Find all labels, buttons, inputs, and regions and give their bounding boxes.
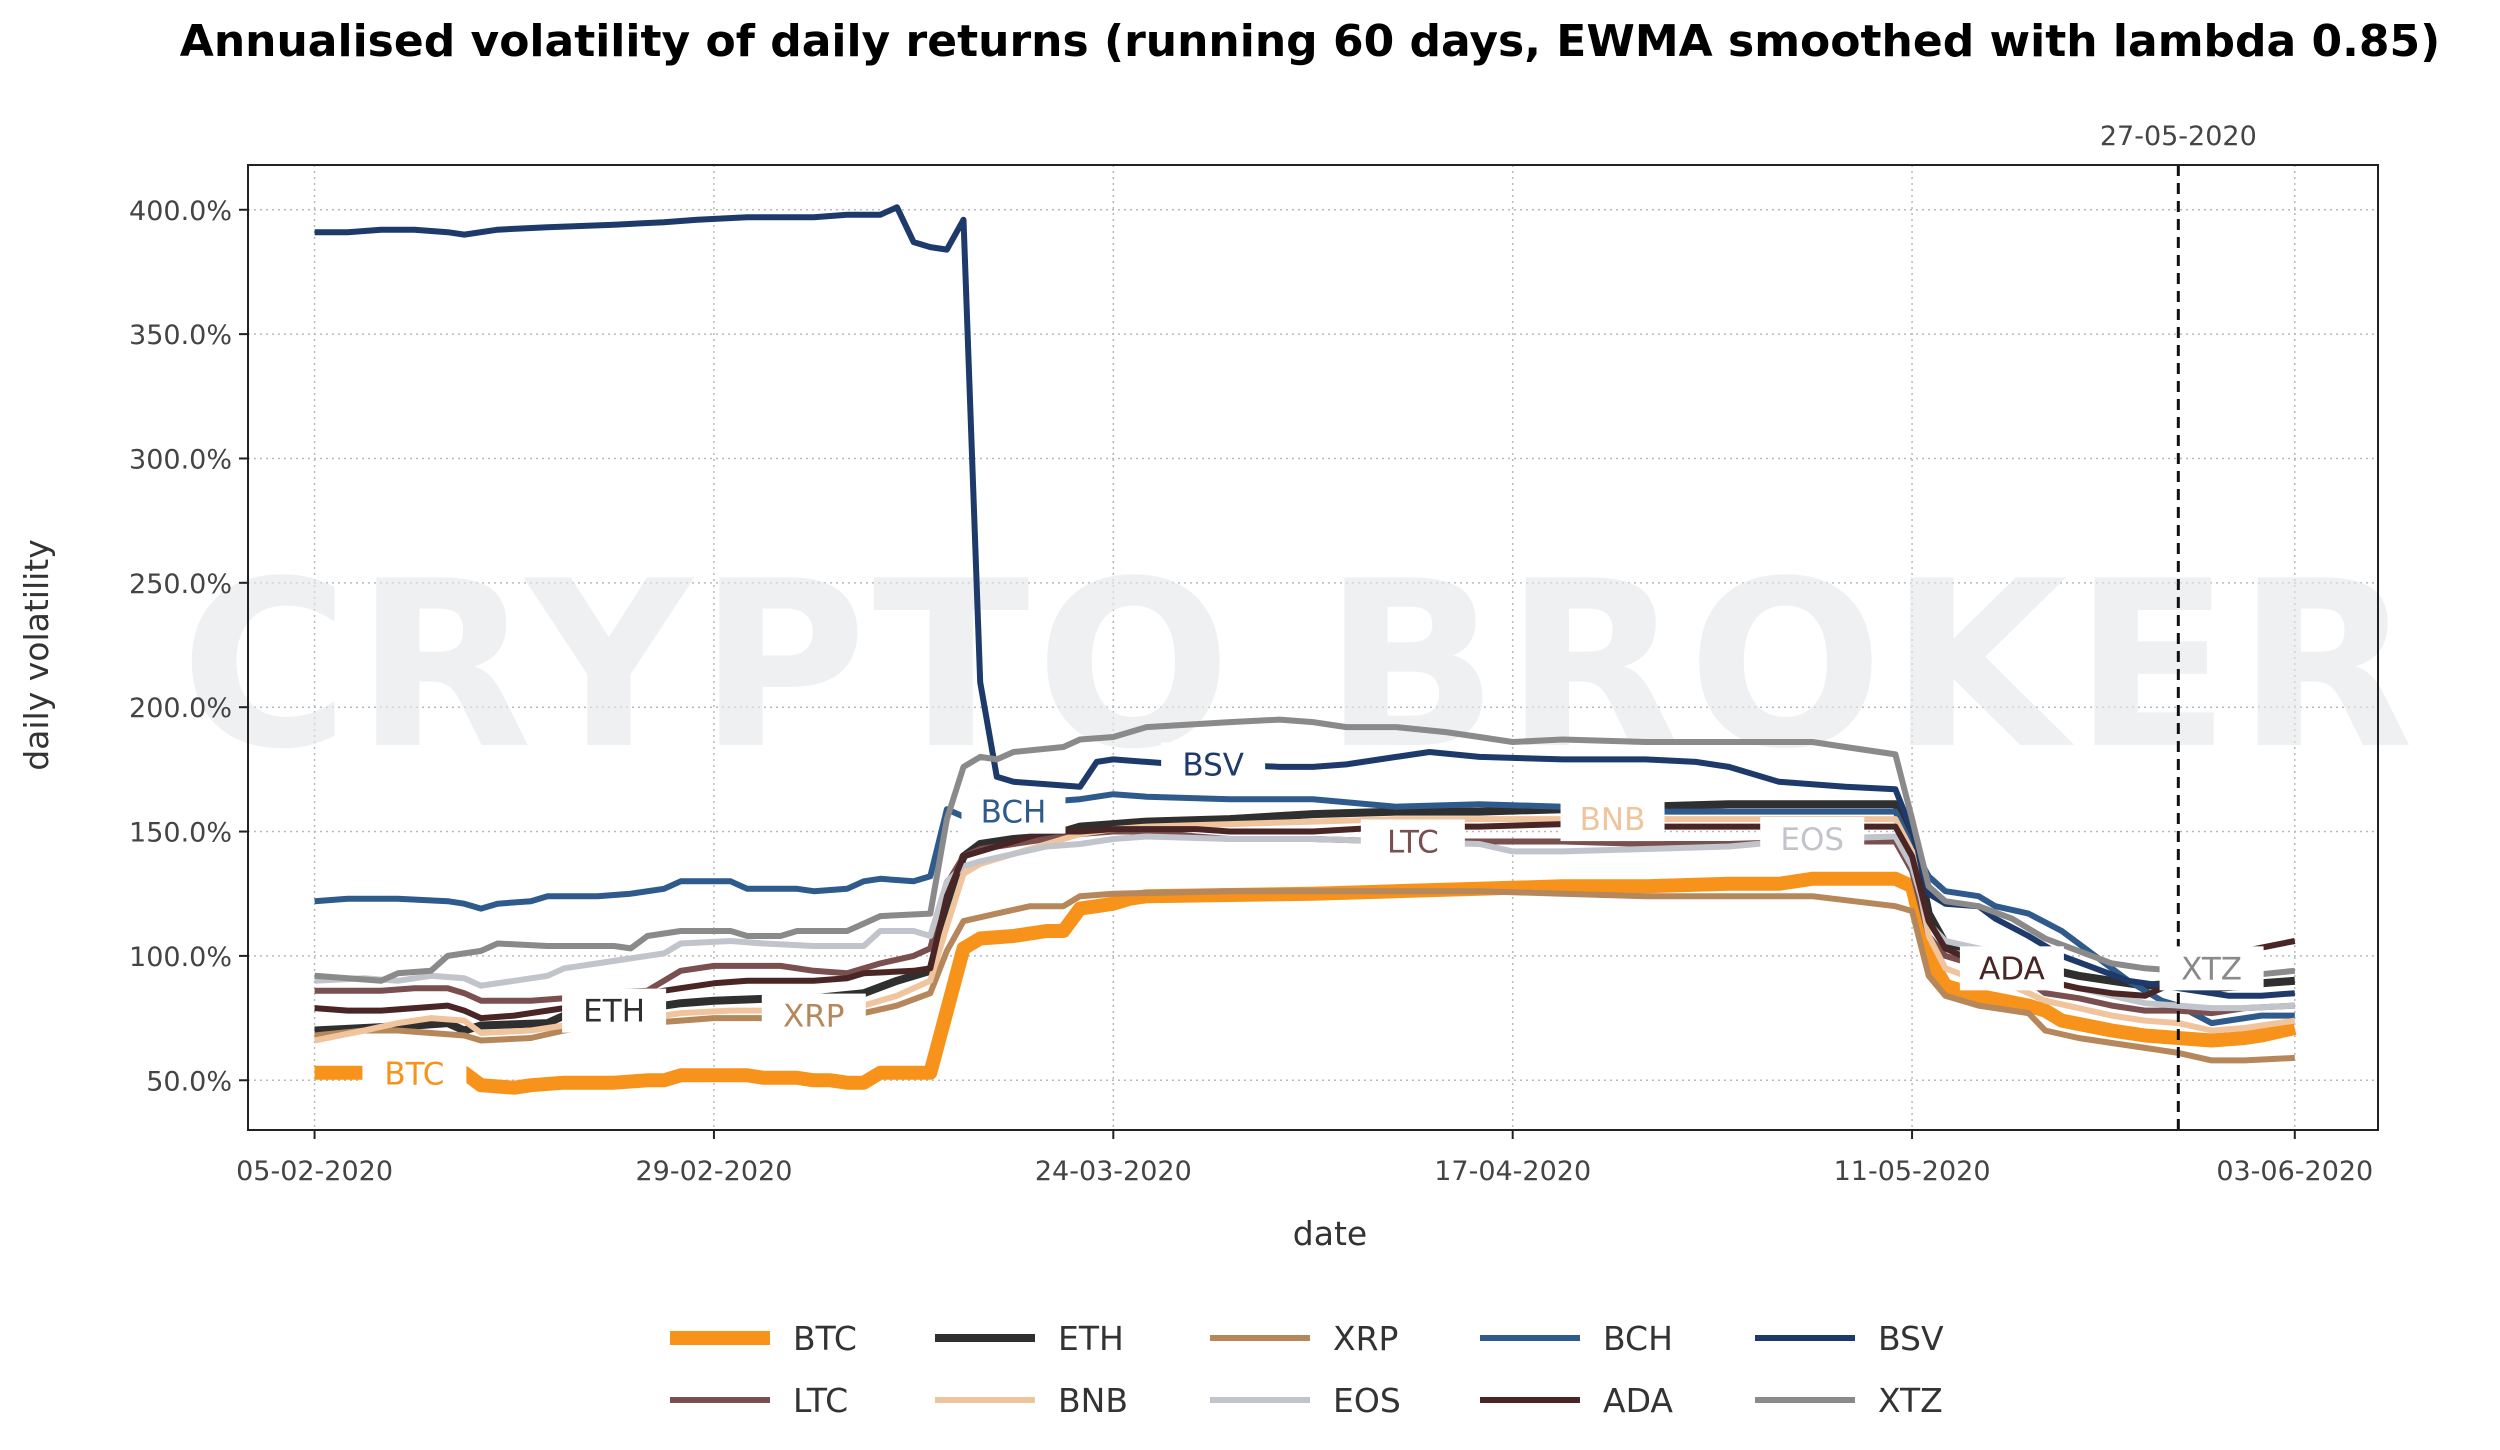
legend-label-xrp: XRP: [1333, 1319, 1398, 1358]
inline-label-xrp: XRP: [783, 999, 844, 1035]
inline-label-bg-ltc: [1360, 819, 1465, 864]
inline-label-bg-btc: [362, 1051, 467, 1096]
inline-label-bch: BCH: [981, 795, 1047, 831]
legend-label-ltc: LTC: [793, 1381, 848, 1420]
x-tick-label: 05-02-2020: [236, 1156, 393, 1187]
y-tick-label: 50.0%: [146, 1066, 232, 1097]
inline-label-bg-eos: [1760, 817, 1865, 862]
legend-label-ada: ADA: [1603, 1381, 1673, 1420]
inline-label-eos: EOS: [1780, 822, 1844, 858]
reference-vline-label: 27-05-2020: [2100, 121, 2257, 152]
y-tick-label: 400.0%: [129, 196, 232, 227]
x-tick-label: 29-02-2020: [635, 1156, 792, 1187]
legend-label-eth: ETH: [1058, 1319, 1124, 1358]
legend-label-eos: EOS: [1333, 1381, 1401, 1420]
inline-series-labels: BTC ETH XRP BCH BSV LTC BNB EOS ADA XTZ: [362, 742, 2264, 1096]
inline-label-btc: BTC: [384, 1057, 444, 1093]
y-axis-label: daily volatility: [17, 539, 56, 771]
inline-label-ada: ADA: [1979, 951, 2045, 987]
inline-label-bg-bnb: [1560, 797, 1665, 842]
y-axis-ticks: 50.0% 100.0% 150.0% 200.0% 250.0% 300.0% 350.0…: [129, 196, 248, 1097]
series-line-btc: [314, 871, 2297, 1095]
x-tick-label: 03-06-2020: [2216, 1156, 2373, 1187]
inline-label-bg-bch: [961, 789, 1066, 834]
inline-label-bg-xtz: [2159, 946, 2264, 991]
plot-frame: [247, 164, 2379, 1131]
inline-label-eth: ETH: [583, 994, 645, 1030]
x-tick-label: 11-05-2020: [1834, 1156, 1991, 1187]
inline-label-bsv: BSV: [1182, 747, 1244, 783]
x-axis-ticks: 05-02-2020 29-02-2020 24-03-2020 17-04-2020…: [236, 1130, 2373, 1187]
legend: BTC ETH XRP BCH BSV LTC BNB EOS ADA XTZ: [670, 1319, 1944, 1420]
inline-label-bnb: BNB: [1580, 802, 1646, 838]
series-line-bch: [314, 791, 2295, 1027]
y-tick-label: 250.0%: [129, 569, 232, 600]
y-tick-label: 300.0%: [129, 444, 232, 475]
x-tick-label: 24-03-2020: [1035, 1156, 1192, 1187]
x-axis-label: date: [1293, 1214, 1367, 1253]
series-line-xtz: [314, 716, 2296, 984]
chart-title: Annualised volatility of daily returns (…: [180, 16, 2440, 67]
x-tick-label: 17-04-2020: [1434, 1156, 1591, 1187]
legend-label-bnb: BNB: [1058, 1381, 1128, 1420]
y-tick-label: 150.0%: [129, 818, 232, 849]
inline-label-bg-ada: [1959, 946, 2064, 991]
inline-label-xtz: XTZ: [2181, 951, 2242, 987]
inline-label-ltc: LTC: [1387, 824, 1439, 860]
legend-label-bch: BCH: [1603, 1319, 1673, 1358]
inline-label-bg-bsv: [1161, 742, 1266, 787]
legend-label-xtz: XTZ: [1878, 1381, 1943, 1420]
inline-label-bg-eth: [562, 988, 667, 1033]
legend-label-btc: BTC: [793, 1319, 857, 1358]
y-tick-label: 350.0%: [129, 320, 232, 351]
y-tick-label: 200.0%: [129, 693, 232, 724]
legend-label-bsv: BSV: [1878, 1319, 1944, 1358]
inline-label-bg-xrp: [761, 993, 866, 1038]
reference-line-group: 27-05-2020: [2100, 121, 2257, 1130]
watermark-text: CRYPTO BROKER: [180, 533, 2419, 800]
y-tick-label: 100.0%: [129, 942, 232, 973]
